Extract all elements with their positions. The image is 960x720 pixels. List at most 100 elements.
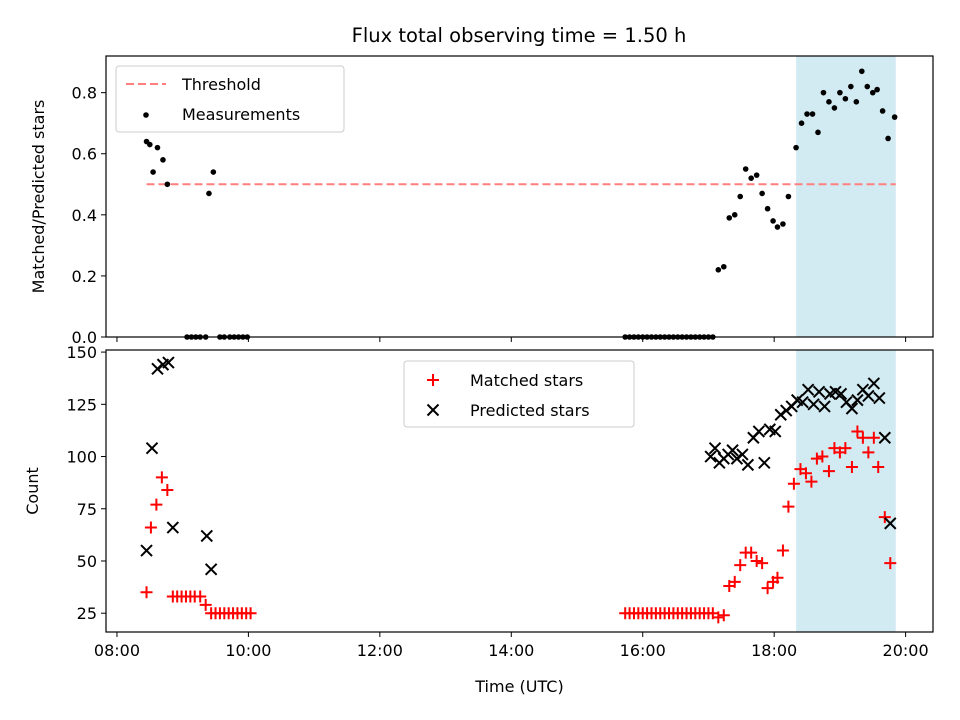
matched-star-point — [194, 590, 207, 603]
predicted-star-point — [704, 450, 717, 463]
predicted-star-point — [801, 383, 815, 396]
matched-star-point — [810, 452, 823, 465]
matched-star-point — [878, 511, 891, 524]
matched-star-point — [199, 598, 212, 611]
matched-star-point — [884, 557, 897, 570]
y-tick-label: 0.6 — [72, 145, 97, 164]
x-tick-label: 20:00 — [883, 641, 929, 660]
measurement-point — [780, 221, 786, 227]
matched-star-point — [244, 607, 257, 620]
matched-star-point — [816, 450, 829, 463]
legend-label: Measurements — [182, 105, 300, 124]
predicted-star-point — [708, 441, 722, 455]
matched-star-point — [140, 586, 153, 599]
measurement-point — [848, 83, 854, 90]
measurement-point — [853, 99, 860, 105]
matched-star-point — [750, 554, 763, 567]
predicted-star-point — [867, 377, 881, 390]
matched-star-point — [144, 521, 157, 534]
matched-star-point — [787, 477, 800, 490]
predicted-star-point — [162, 356, 175, 369]
matched-star-point — [161, 483, 174, 496]
measurement-point — [842, 95, 849, 102]
legend-label: Predicted stars — [470, 401, 590, 420]
predicted-star-point — [166, 521, 180, 534]
legend-box — [403, 360, 635, 428]
measurement-point — [731, 212, 738, 218]
measurement-point — [147, 141, 153, 148]
measurement-point — [726, 215, 733, 221]
measurement-point — [720, 263, 727, 270]
matched-star-point — [712, 611, 725, 624]
legend: Matched stars Predicted stars — [403, 360, 635, 428]
predicted-star-point — [200, 529, 213, 543]
y-tick-label: 0.8 — [72, 84, 97, 103]
matched-star-point — [862, 446, 875, 459]
measurement-point — [770, 218, 776, 224]
y-tick-label: 25 — [77, 604, 97, 623]
x-tick-label: 10:00 — [225, 641, 271, 660]
chart-title: Flux total observing time = 1.50 h — [352, 24, 687, 47]
predicted-star-point — [884, 517, 897, 530]
predicted-star-point — [758, 456, 771, 470]
legend-measurement-swatch — [143, 112, 149, 118]
x-tick-label: 12:00 — [357, 641, 403, 660]
measurement-point — [891, 114, 898, 120]
matched-star-point — [839, 442, 852, 455]
x-tick-label: 18:00 — [751, 641, 797, 660]
plot-frame — [105, 55, 934, 338]
legend: Threshold Measurements — [115, 65, 345, 133]
measurement-point — [869, 89, 876, 96]
predicted-star-point — [204, 563, 218, 576]
predicted-star-point — [140, 544, 153, 557]
measurement-point — [831, 105, 838, 111]
y-tick-label: 0.4 — [72, 206, 97, 225]
predicted-star-point — [769, 425, 782, 438]
x-tick-label: 14:00 — [488, 641, 534, 660]
measurement-point — [864, 83, 871, 90]
matched-star-point — [856, 431, 869, 444]
measurement-point — [859, 68, 865, 75]
matched-star-point — [776, 544, 789, 557]
measurement-point — [715, 267, 722, 273]
predicted-star-point — [145, 441, 159, 455]
matched-star-point — [771, 571, 784, 584]
measurement-point — [837, 89, 843, 96]
matched-star-point — [799, 467, 812, 480]
x-tick-label: 16:00 — [620, 641, 666, 660]
upper-chart: 0.0 0.2 0.4 0.6 0.8 Matched/Predicted stars Th… — [29, 55, 934, 347]
matched-star-point — [761, 582, 774, 595]
measurement-point — [820, 89, 827, 96]
predicted-star-point — [862, 389, 875, 403]
y-tick-label: 75 — [77, 500, 97, 519]
predicted-star-point — [796, 396, 809, 409]
y-tick-label: 0.2 — [72, 267, 97, 286]
measurement-point — [764, 205, 771, 212]
matched-star-point — [822, 465, 835, 478]
matched-star-point — [851, 425, 864, 438]
measurement-point — [759, 190, 765, 197]
measurement-point — [206, 190, 212, 197]
predicted-star-point — [736, 448, 749, 461]
measurement-point — [154, 144, 161, 151]
x-tick-label: 08:00 — [94, 641, 140, 660]
measurement-point — [160, 157, 166, 163]
measurement-point — [753, 172, 760, 178]
measurement-point — [210, 169, 217, 175]
measurement-point — [809, 111, 816, 117]
matched-star-point — [734, 559, 747, 572]
x-axis-label: Time (UTC) — [474, 677, 563, 696]
legend-label: Threshold — [181, 75, 261, 94]
predicted-star-point — [807, 398, 820, 411]
y-tick-label: 125 — [66, 395, 97, 414]
matched-star-point — [845, 460, 858, 473]
lower-chart: 25 50 75 100 125 150 08:00 10:00 12:00 14:00 16:00… — [23, 343, 934, 696]
legend-predicted-swatch — [426, 403, 440, 417]
y-tick-label: 50 — [77, 552, 97, 571]
predicted-star-point — [878, 431, 892, 444]
matched-star-point — [867, 431, 880, 444]
predicted-star-point — [851, 393, 864, 407]
measurement-point — [150, 169, 156, 175]
measurement-point — [874, 86, 880, 93]
